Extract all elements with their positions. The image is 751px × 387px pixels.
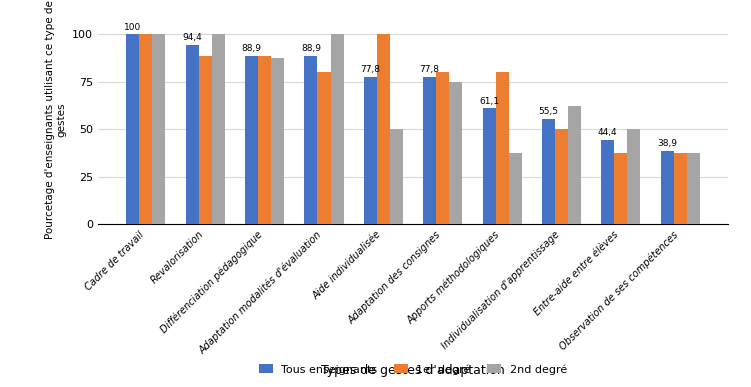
Bar [377,34,390,224]
Text: 55,5: 55,5 [538,107,559,116]
Y-axis label: Pourcetage d'enseignants utilisant ce type de
gestes: Pourcetage d'enseignants utilisant ce ty… [44,0,66,240]
Bar [363,77,377,224]
Bar [212,34,225,224]
Bar [602,140,614,224]
Bar [627,130,641,224]
Bar [449,82,463,224]
Text: 100: 100 [124,22,141,32]
Bar [318,72,330,224]
Bar [271,58,284,224]
Text: 61,1: 61,1 [479,96,499,106]
Bar [330,34,344,224]
Bar [185,45,199,224]
X-axis label: Types de gestes d'adaptation: Types de gestes d'adaptation [321,364,505,377]
Text: 88,9: 88,9 [242,44,261,53]
Bar [423,77,436,224]
Bar [614,153,627,224]
Bar [304,56,318,224]
Bar [496,72,508,224]
Text: 88,9: 88,9 [301,44,321,53]
Bar [140,34,152,224]
Text: 44,4: 44,4 [598,128,617,137]
Bar [126,34,140,224]
Text: 94,4: 94,4 [182,33,202,42]
Legend: Tous enseignants, 1er degré, 2nd degré: Tous enseignants, 1er degré, 2nd degré [255,360,572,379]
Bar [674,153,686,224]
Bar [152,34,165,224]
Bar [390,130,403,224]
Bar [555,130,568,224]
Bar [482,108,496,224]
Bar [568,106,581,224]
Bar [245,56,258,224]
Bar [258,56,271,224]
Bar [436,72,449,224]
Bar [542,119,555,224]
Bar [686,153,700,224]
Bar [661,151,674,224]
Bar [199,56,212,224]
Text: 77,8: 77,8 [360,65,380,74]
Text: 38,9: 38,9 [657,139,677,148]
Bar [508,153,522,224]
Text: 77,8: 77,8 [420,65,439,74]
